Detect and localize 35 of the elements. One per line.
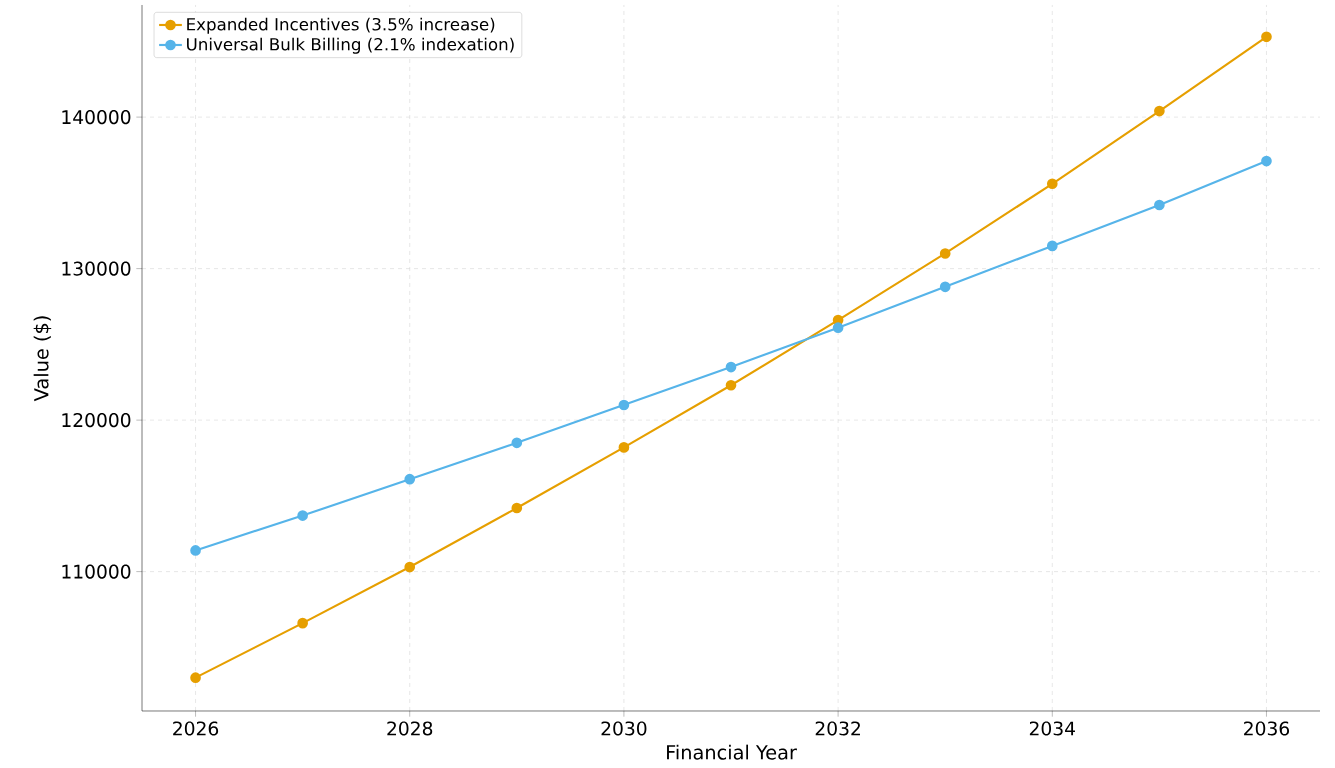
point xyxy=(404,561,416,573)
point xyxy=(1261,155,1272,167)
y-tick-label: 130000 xyxy=(62,261,131,276)
x-tick-label: 2030 xyxy=(601,721,647,736)
y-tick-label: 110000 xyxy=(62,564,131,579)
y-tick-label: 140000 xyxy=(62,110,131,125)
point xyxy=(939,248,951,259)
x-tick-label: 2034 xyxy=(1029,721,1075,736)
point xyxy=(725,379,737,391)
legend-label: Expanded Incentives (3.5% increase) xyxy=(187,17,495,34)
point xyxy=(190,672,201,684)
point xyxy=(511,502,523,514)
point xyxy=(190,545,201,556)
point xyxy=(1154,105,1165,117)
point xyxy=(725,361,737,373)
point xyxy=(1154,199,1165,211)
x-axis-title: Financial Year xyxy=(667,744,797,760)
legend-label: Universal Bulk Billing (2.1% indexation) xyxy=(187,37,514,54)
point xyxy=(1046,240,1058,252)
point xyxy=(1261,31,1272,43)
point xyxy=(511,437,523,449)
x-tick-label: 2036 xyxy=(1244,721,1290,736)
point xyxy=(1046,178,1058,190)
point xyxy=(297,510,308,521)
point xyxy=(832,322,844,334)
point xyxy=(618,399,630,411)
point xyxy=(618,442,630,453)
x-tick-label: 2028 xyxy=(387,721,433,736)
y-axis-title: Value ($) xyxy=(33,316,52,402)
point xyxy=(404,473,416,485)
point xyxy=(939,281,951,293)
x-tick-label: 2032 xyxy=(815,721,860,736)
point xyxy=(297,617,308,629)
y-tick-label: 120000 xyxy=(62,413,131,428)
x-tick-label: 2026 xyxy=(173,721,219,736)
